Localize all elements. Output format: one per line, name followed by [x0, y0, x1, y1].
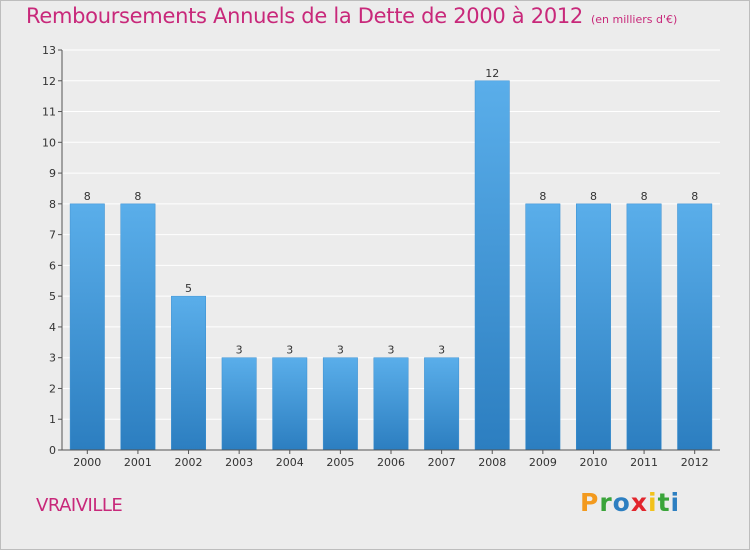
x-tick-label: 2000 — [73, 456, 101, 469]
logo-letter: x — [630, 488, 648, 517]
bar — [373, 357, 409, 451]
y-tick-label: 5 — [49, 290, 56, 303]
bar — [474, 80, 510, 451]
data-label: 8 — [590, 190, 597, 203]
x-tick-label: 2012 — [681, 456, 709, 469]
data-label: 5 — [185, 282, 192, 295]
y-tick-label: 1 — [49, 413, 56, 426]
bar — [221, 357, 257, 451]
data-label: 8 — [134, 190, 141, 203]
logo-letter: P — [580, 488, 600, 517]
y-tick-label: 9 — [49, 167, 56, 180]
y-tick-label: 8 — [49, 198, 56, 211]
data-label: 3 — [236, 344, 243, 357]
place-name: VRAIVILLE — [36, 495, 123, 516]
data-label: 12 — [485, 67, 499, 80]
y-tick-label: 0 — [49, 444, 56, 457]
bar — [171, 295, 206, 451]
x-tick-label: 2002 — [175, 456, 203, 469]
x-tick-label: 2008 — [478, 456, 506, 469]
data-label: 8 — [691, 190, 698, 203]
y-tick-label: 11 — [42, 106, 56, 119]
bar-layer — [69, 80, 713, 451]
x-tick-label: 2011 — [630, 456, 658, 469]
y-tick-label: 4 — [49, 321, 56, 334]
logo-letter: o — [612, 488, 631, 517]
proxiti-logo[interactable]: Proxiti — [580, 488, 680, 517]
logo-letter: t — [657, 488, 671, 517]
data-label: 3 — [286, 344, 293, 357]
data-label: 8 — [84, 190, 91, 203]
logo-letter: i — [648, 488, 658, 517]
data-label: 3 — [337, 344, 344, 357]
bar — [576, 203, 611, 451]
y-tick-label: 7 — [49, 229, 56, 242]
data-label: 3 — [388, 344, 395, 357]
bar — [322, 357, 358, 451]
bar — [677, 203, 713, 451]
logo-letter: i — [670, 488, 681, 517]
bar — [424, 357, 460, 451]
bar — [626, 203, 662, 451]
y-tick-label: 10 — [42, 136, 56, 149]
x-tick-label: 2007 — [428, 456, 456, 469]
logo-letter: r — [599, 488, 613, 517]
data-label: 8 — [641, 190, 648, 203]
y-tick-label: 2 — [49, 382, 56, 395]
y-tick-label: 3 — [49, 352, 56, 365]
x-tick-label: 2003 — [225, 456, 253, 469]
chart-subtitle: (en milliers d'€) — [591, 13, 678, 26]
y-tick-label: 12 — [42, 75, 56, 88]
chart-title-text: Remboursements Annuels de la Dette de 20… — [26, 4, 583, 28]
y-tick-label: 13 — [42, 44, 56, 57]
bar — [272, 357, 308, 451]
data-label: 3 — [438, 344, 445, 357]
x-tick-label: 2009 — [529, 456, 557, 469]
bar — [69, 203, 105, 451]
x-tick-label: 2001 — [124, 456, 152, 469]
bar — [525, 203, 561, 451]
bar — [120, 203, 156, 451]
data-label: 8 — [539, 190, 546, 203]
y-tick-label: 6 — [49, 259, 56, 272]
x-tick-label: 2006 — [377, 456, 405, 469]
chart-title: Remboursements Annuels de la Dette de 20… — [26, 4, 677, 28]
x-tick-label: 2010 — [579, 456, 607, 469]
label-layer: 8 8 5 3 3 3 3 3 12 8 8 8 8 — [84, 67, 698, 357]
x-tick-label: 2005 — [326, 456, 354, 469]
x-tick-label: 2004 — [276, 456, 304, 469]
